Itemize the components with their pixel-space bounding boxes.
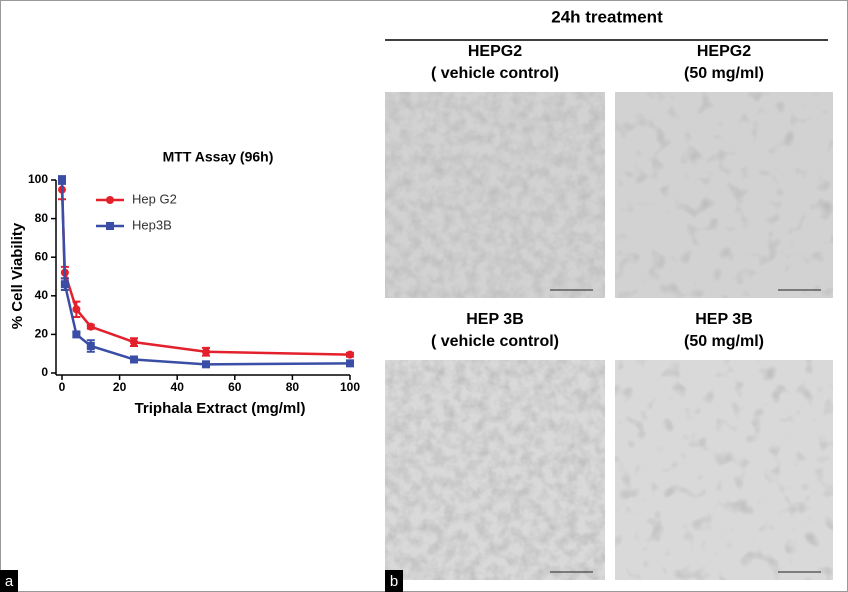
image-label: HEP 3B: [466, 311, 524, 328]
y-tick-label: 40: [35, 288, 49, 302]
marker: [72, 305, 81, 314]
image-label: HEPG2: [697, 43, 751, 60]
y-axis-label: % Cell Viability: [9, 222, 26, 329]
marker: [86, 341, 95, 350]
panel-label-box: [0, 570, 18, 592]
panel-label: a: [5, 573, 14, 590]
marker: [202, 347, 210, 356]
y-tick-label: 0: [41, 365, 48, 379]
marker: [346, 359, 354, 368]
x-tick-label: 40: [171, 380, 185, 394]
marker: [130, 338, 138, 347]
legend-marker: [106, 222, 114, 230]
marker: [60, 280, 69, 289]
micrograph-texture: [615, 92, 833, 298]
x-tick-label: 100: [340, 380, 360, 394]
panel-b-title: 24h treatment: [551, 7, 663, 26]
x-tick-label: 0: [59, 380, 66, 394]
marker: [130, 355, 138, 364]
chart-title: MTT Assay (96h): [163, 149, 274, 165]
y-tick-label: 80: [35, 211, 49, 225]
series-line: [60, 189, 351, 356]
x-tick-label: 80: [286, 380, 300, 394]
series-line: [60, 179, 351, 366]
image-label: HEP 3B: [695, 311, 753, 328]
panel-b: 24h treatment HEPG2 ( vehicle control) HEP…: [385, 7, 833, 580]
marker: [86, 322, 95, 331]
micrograph-texture: [385, 92, 605, 298]
y-tick-label: 20: [35, 327, 49, 341]
legend-label: Hep G2: [132, 191, 177, 206]
panel-label-box: [385, 570, 403, 592]
x-tick-label: 20: [113, 380, 127, 394]
legend-marker: [106, 196, 114, 204]
image-label: ( vehicle control): [431, 65, 559, 82]
image-label: (50 mg/ml): [684, 333, 764, 350]
image-label: (50 mg/ml): [684, 65, 764, 82]
marker: [72, 330, 81, 339]
panel-label: b: [390, 573, 398, 590]
legend-label: Hep3B: [132, 217, 172, 232]
micrograph-texture: [385, 360, 605, 580]
x-tick-label: 60: [228, 380, 242, 394]
micrograph-texture: [615, 360, 833, 580]
image-label: ( vehicle control): [431, 333, 559, 350]
marker: [202, 360, 210, 369]
marker: [58, 176, 66, 184]
marker: [346, 350, 354, 359]
y-tick-label: 100: [28, 172, 48, 186]
y-tick-label: 60: [35, 249, 49, 263]
x-axis-label: Triphala Extract (mg/ml): [135, 400, 306, 417]
image-label: HEPG2: [468, 43, 522, 60]
